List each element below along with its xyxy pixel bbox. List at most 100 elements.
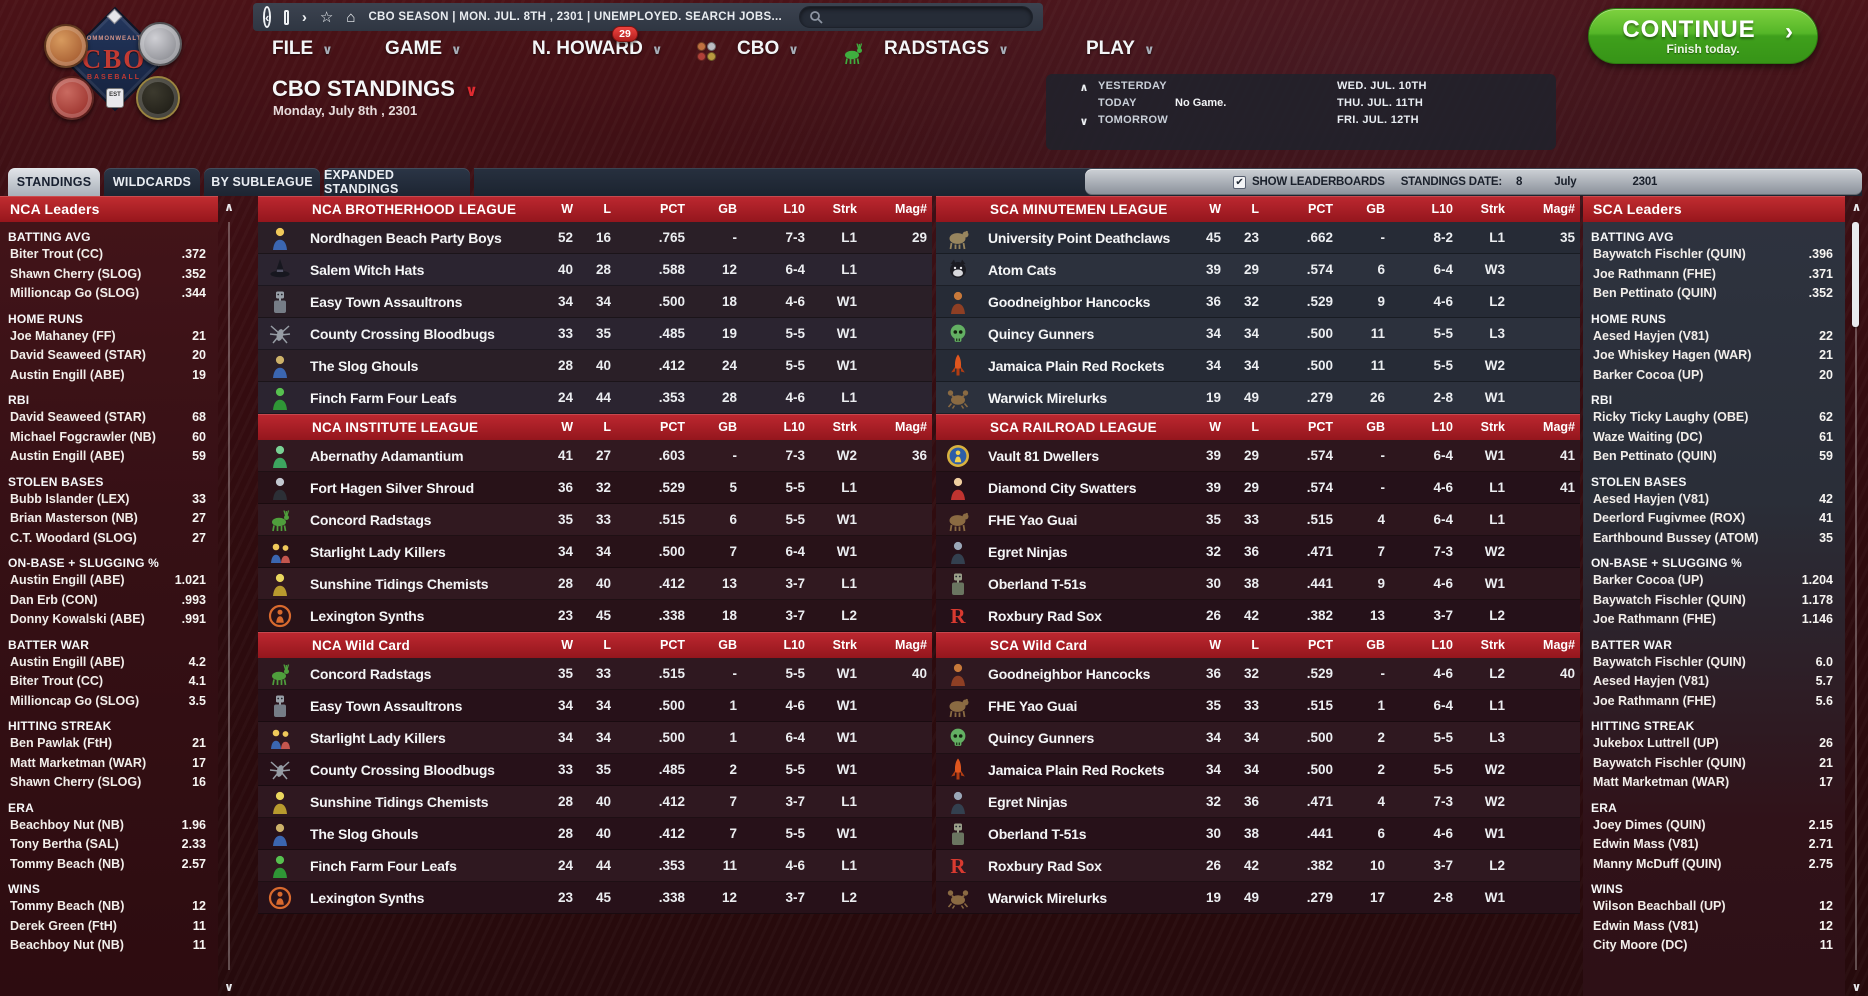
leader-row[interactable]: Shawn Cherry (SLOG) .352 <box>0 265 218 285</box>
scroll-up-icon[interactable]: ∧ <box>1851 200 1862 214</box>
tab-by-subleague[interactable]: BY SUBLEAGUE <box>204 168 320 196</box>
leader-row[interactable]: C.T. Woodard (SLOG) 27 <box>0 529 218 549</box>
team-row[interactable]: Goodneighbor Hancocks 36 32 .529 - 4-6 L2 40 <box>936 658 1580 690</box>
schedule-row-today[interactable]: TODAY No Game. THU. JUL. 11TH <box>1046 97 1556 114</box>
leader-row[interactable]: Millioncap Go (SLOG) .344 <box>0 284 218 304</box>
menu-manager[interactable]: N. HOWARD ∨ <box>532 38 663 59</box>
bookmark-star-icon[interactable]: ☆ <box>319 8 334 26</box>
team-row[interactable]: R Roxbury Rad Sox 26 42 .382 10 3-7 L2 <box>936 850 1580 882</box>
team-row[interactable]: Vault 81 Dwellers 39 29 .574 - 6-4 W1 41 <box>936 440 1580 472</box>
team-row[interactable]: Jamaica Plain Red Rockets 34 34 .500 2 5-5 W2 <box>936 754 1580 786</box>
column-header-gb[interactable]: GB <box>1366 420 1385 434</box>
column-header-l[interactable]: L <box>1251 420 1259 434</box>
leader-row[interactable]: Joe Rathmann (FHE) .371 <box>1583 265 1845 285</box>
leader-row[interactable]: Deerlord Fugivmee (ROX) 41 <box>1583 509 1845 529</box>
team-row[interactable]: Quincy Gunners 34 34 .500 2 5-5 L3 <box>936 722 1580 754</box>
column-header-pct[interactable]: PCT <box>1308 420 1333 434</box>
leader-row[interactable]: Brian Masterson (NB) 27 <box>0 509 218 529</box>
column-header-l[interactable]: L <box>603 638 611 652</box>
page-history-icon[interactable] <box>284 9 289 25</box>
menu-team-radstags[interactable]: RADSTAGS ∨ <box>884 38 1009 59</box>
team-row[interactable]: Oberland T-51s 30 38 .441 9 4-6 W1 <box>936 568 1580 600</box>
column-header-w[interactable]: W <box>561 202 573 216</box>
leader-row[interactable]: Michael Fogcrawler (NB) 60 <box>0 428 218 448</box>
team-row[interactable]: Concord Radstags 35 33 .515 - 5-5 W1 40 <box>258 658 932 690</box>
team-row[interactable]: Quincy Gunners 34 34 .500 11 5-5 L3 <box>936 318 1580 350</box>
team-row[interactable]: Easy Town Assaultrons 34 34 .500 18 4-6 W1 <box>258 286 932 318</box>
column-header-pct[interactable]: PCT <box>1308 638 1333 652</box>
column-header-w[interactable]: W <box>1209 202 1221 216</box>
column-header-mag[interactable]: Mag# <box>1543 420 1575 434</box>
team-row[interactable]: Goodneighbor Hancocks 36 32 .529 9 4-6 L2 <box>936 286 1580 318</box>
column-header-mag[interactable]: Mag# <box>895 202 927 216</box>
column-header-pct[interactable]: PCT <box>660 638 685 652</box>
column-header-gb[interactable]: GB <box>718 420 737 434</box>
forward-button[interactable]: › <box>302 10 307 25</box>
leader-row[interactable]: Barker Cocoa (UP) 20 <box>1583 366 1845 386</box>
leader-row[interactable]: Barker Cocoa (UP) 1.204 <box>1583 571 1845 591</box>
leader-row[interactable]: Baywatch Fischler (QUIN) .396 <box>1583 245 1845 265</box>
standings-date-month[interactable]: July <box>1554 176 1577 188</box>
column-header-l[interactable]: L <box>1251 202 1259 216</box>
team-row[interactable]: Oberland T-51s 30 38 .441 6 4-6 W1 <box>936 818 1580 850</box>
schedule-row-tomorrow[interactable]: TOMORROW FRI. JUL. 12TH <box>1046 114 1556 131</box>
leader-row[interactable]: Matt Marketman (WAR) 17 <box>0 754 218 774</box>
leader-row[interactable]: Beachboy Nut (NB) 11 <box>0 936 218 956</box>
leader-row[interactable]: Edwin Mass (V81) 12 <box>1583 917 1845 937</box>
team-row[interactable]: Atom Cats 39 29 .574 6 6-4 W3 <box>936 254 1580 286</box>
leader-row[interactable]: Manny McDuff (QUIN) 2.75 <box>1583 855 1845 875</box>
show-leaderboards-checkbox[interactable]: ✔ <box>1233 175 1246 189</box>
column-header-strk[interactable]: Strk <box>832 420 857 434</box>
standings-date-year[interactable]: 2301 <box>1632 176 1658 188</box>
leader-row[interactable]: Edwin Mass (V81) 2.71 <box>1583 835 1845 855</box>
schedule-down-icon[interactable]: ∨ <box>1079 116 1089 128</box>
menu-game[interactable]: GAME ∨ <box>385 38 462 59</box>
leader-row[interactable]: Joe Rathmann (FHE) 5.6 <box>1583 692 1845 712</box>
leader-row[interactable]: City Moore (DC) 11 <box>1583 936 1845 956</box>
column-header-strk[interactable]: Strk <box>1480 420 1505 434</box>
tab-expanded-standings[interactable]: EXPANDED STANDINGS <box>324 168 470 196</box>
leader-row[interactable]: Tony Bertha (SAL) 2.33 <box>0 835 218 855</box>
menu-file[interactable]: FILE ∨ <box>272 38 333 59</box>
column-header-l10[interactable]: L10 <box>1431 638 1453 652</box>
leader-row[interactable]: Bubb Islander (LEX) 33 <box>0 490 218 510</box>
scroll-down-icon[interactable]: ∨ <box>224 980 234 994</box>
team-row[interactable]: The Slog Ghouls 28 40 .412 24 5-5 W1 <box>258 350 932 382</box>
column-header-w[interactable]: W <box>561 638 573 652</box>
leader-row[interactable]: Wilson Beachball (UP) 12 <box>1583 897 1845 917</box>
column-header-l10[interactable]: L10 <box>783 638 805 652</box>
team-row[interactable]: Easy Town Assaultrons 34 34 .500 1 4-6 W1 <box>258 690 932 722</box>
column-header-w[interactable]: W <box>1209 638 1221 652</box>
column-header-w[interactable]: W <box>1209 420 1221 434</box>
standings-date-day[interactable]: 8 <box>1516 176 1523 188</box>
scrollbar-track[interactable] <box>228 222 230 970</box>
leader-row[interactable]: Earthbound Bussey (ATOM) 35 <box>1583 529 1845 549</box>
leader-row[interactable]: Tommy Beach (NB) 2.57 <box>0 855 218 875</box>
team-row[interactable]: FHE Yao Guai 35 33 .515 1 6-4 L1 <box>936 690 1580 722</box>
team-row[interactable]: Starlight Lady Killers 34 34 .500 1 6-4 W1 <box>258 722 932 754</box>
leader-row[interactable]: Joe Mahaney (FF) 21 <box>0 327 218 347</box>
column-header-mag[interactable]: Mag# <box>895 420 927 434</box>
scroll-up-icon[interactable]: ∧ <box>224 200 234 214</box>
team-row[interactable]: The Slog Ghouls 28 40 .412 7 5-5 W1 <box>258 818 932 850</box>
leader-row[interactable]: Biter Trout (CC) 4.1 <box>0 672 218 692</box>
column-header-pct[interactable]: PCT <box>660 420 685 434</box>
column-header-l10[interactable]: L10 <box>1431 202 1453 216</box>
column-header-strk[interactable]: Strk <box>832 638 857 652</box>
home-icon[interactable]: ⌂ <box>346 8 356 26</box>
menu-league-cbo[interactable]: CBO ∨ <box>737 38 799 59</box>
team-row[interactable]: Egret Ninjas 32 36 .471 4 7-3 W2 <box>936 786 1580 818</box>
leader-row[interactable]: Dan Erb (CON) .993 <box>0 591 218 611</box>
column-header-l10[interactable]: L10 <box>783 420 805 434</box>
team-row[interactable]: R Roxbury Rad Sox 26 42 .382 13 3-7 L2 <box>936 600 1580 632</box>
team-row[interactable]: County Crossing Bloodbugs 33 35 .485 19 5-5 W1 <box>258 318 932 350</box>
column-header-pct[interactable]: PCT <box>660 202 685 216</box>
leader-row[interactable]: Matt Marketman (WAR) 17 <box>1583 773 1845 793</box>
search-box[interactable] <box>799 6 1033 28</box>
menu-play[interactable]: PLAY ∨ <box>1086 38 1155 59</box>
tab-standings[interactable]: STANDINGS <box>8 168 100 196</box>
column-header-strk[interactable]: Strk <box>1480 638 1505 652</box>
leader-row[interactable]: Baywatch Fischler (QUIN) 6.0 <box>1583 653 1845 673</box>
leader-row[interactable]: Ben Pawlak (FtH) 21 <box>0 734 218 754</box>
notification-badge[interactable]: 29 <box>612 26 638 42</box>
